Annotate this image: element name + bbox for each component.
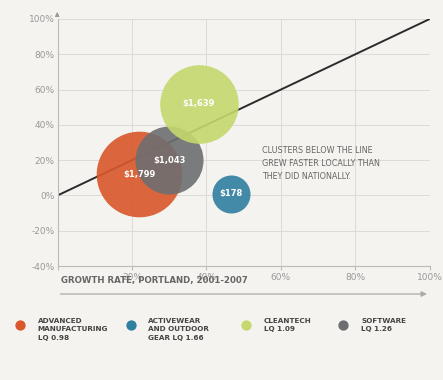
Text: $1,043: $1,043 — [153, 156, 186, 165]
Point — [195, 101, 202, 107]
Point — [166, 157, 173, 163]
Text: $1,639: $1,639 — [183, 99, 215, 108]
Point — [340, 322, 347, 328]
Text: $1,799: $1,799 — [123, 170, 155, 179]
Text: ACTIVEWEAR
AND OUTDOOR
GEAR LQ 1.66: ACTIVEWEAR AND OUTDOOR GEAR LQ 1.66 — [148, 318, 209, 341]
Text: ADVANCED
MANUFACTURING
LQ 0.98: ADVANCED MANUFACTURING LQ 0.98 — [38, 318, 108, 341]
Text: GROWTH RATE, PORTLAND, 2001-2007: GROWTH RATE, PORTLAND, 2001-2007 — [61, 276, 248, 285]
Text: CLUSTERS BELOW THE LINE
GREW FASTER LOCALLY THAN
THEY DID NATIONALLY.: CLUSTERS BELOW THE LINE GREW FASTER LOCA… — [262, 146, 380, 181]
Point — [127, 322, 134, 328]
Text: SOFTWARE
LQ 1.26: SOFTWARE LQ 1.26 — [361, 318, 406, 332]
Point — [227, 191, 234, 197]
Text: $178: $178 — [219, 189, 242, 198]
Point — [242, 322, 249, 328]
Point — [16, 322, 23, 328]
Point — [136, 171, 143, 177]
Text: CLEANTECH
LQ 1.09: CLEANTECH LQ 1.09 — [264, 318, 311, 332]
